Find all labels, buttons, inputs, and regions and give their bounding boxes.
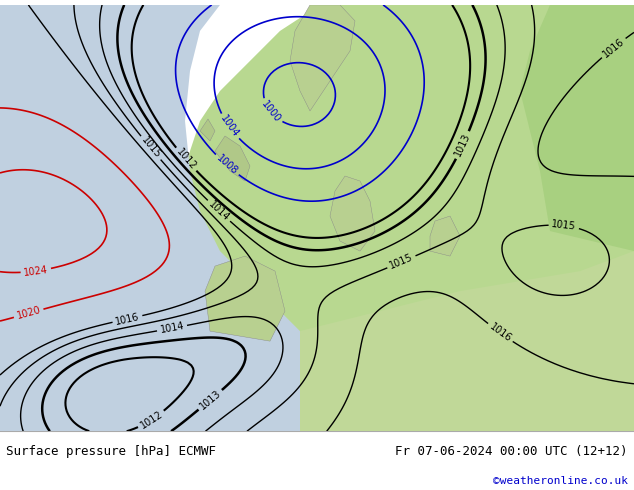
Text: 1015: 1015 [139, 135, 162, 161]
Text: 1012: 1012 [174, 147, 198, 172]
Text: 1004: 1004 [218, 114, 240, 140]
Text: 1024: 1024 [23, 265, 49, 277]
Text: 1008: 1008 [214, 153, 240, 177]
Text: Fr 07-06-2024 00:00 UTC (12+12): Fr 07-06-2024 00:00 UTC (12+12) [395, 445, 628, 458]
Polygon shape [520, 5, 634, 251]
Text: 1014: 1014 [159, 321, 185, 335]
Text: 1012: 1012 [138, 409, 164, 431]
Text: 1013: 1013 [453, 132, 472, 158]
Polygon shape [0, 5, 300, 431]
Text: 1015: 1015 [388, 252, 415, 271]
Text: 1016: 1016 [114, 311, 141, 326]
Polygon shape [215, 136, 250, 181]
Polygon shape [300, 251, 634, 431]
Text: 1015: 1015 [551, 220, 577, 232]
Text: 1016: 1016 [488, 321, 513, 344]
Text: Surface pressure [hPa] ECMWF: Surface pressure [hPa] ECMWF [6, 445, 216, 458]
Text: 1014: 1014 [207, 199, 231, 223]
Polygon shape [330, 176, 375, 251]
Text: 1000: 1000 [259, 99, 282, 124]
Text: 1016: 1016 [601, 36, 626, 59]
Polygon shape [430, 216, 460, 256]
Text: 1020: 1020 [15, 305, 42, 321]
Polygon shape [290, 5, 355, 111]
Text: ©weatheronline.co.uk: ©weatheronline.co.uk [493, 476, 628, 486]
Polygon shape [205, 256, 285, 341]
Polygon shape [200, 119, 215, 141]
Text: 1013: 1013 [198, 388, 223, 412]
Polygon shape [175, 5, 634, 431]
